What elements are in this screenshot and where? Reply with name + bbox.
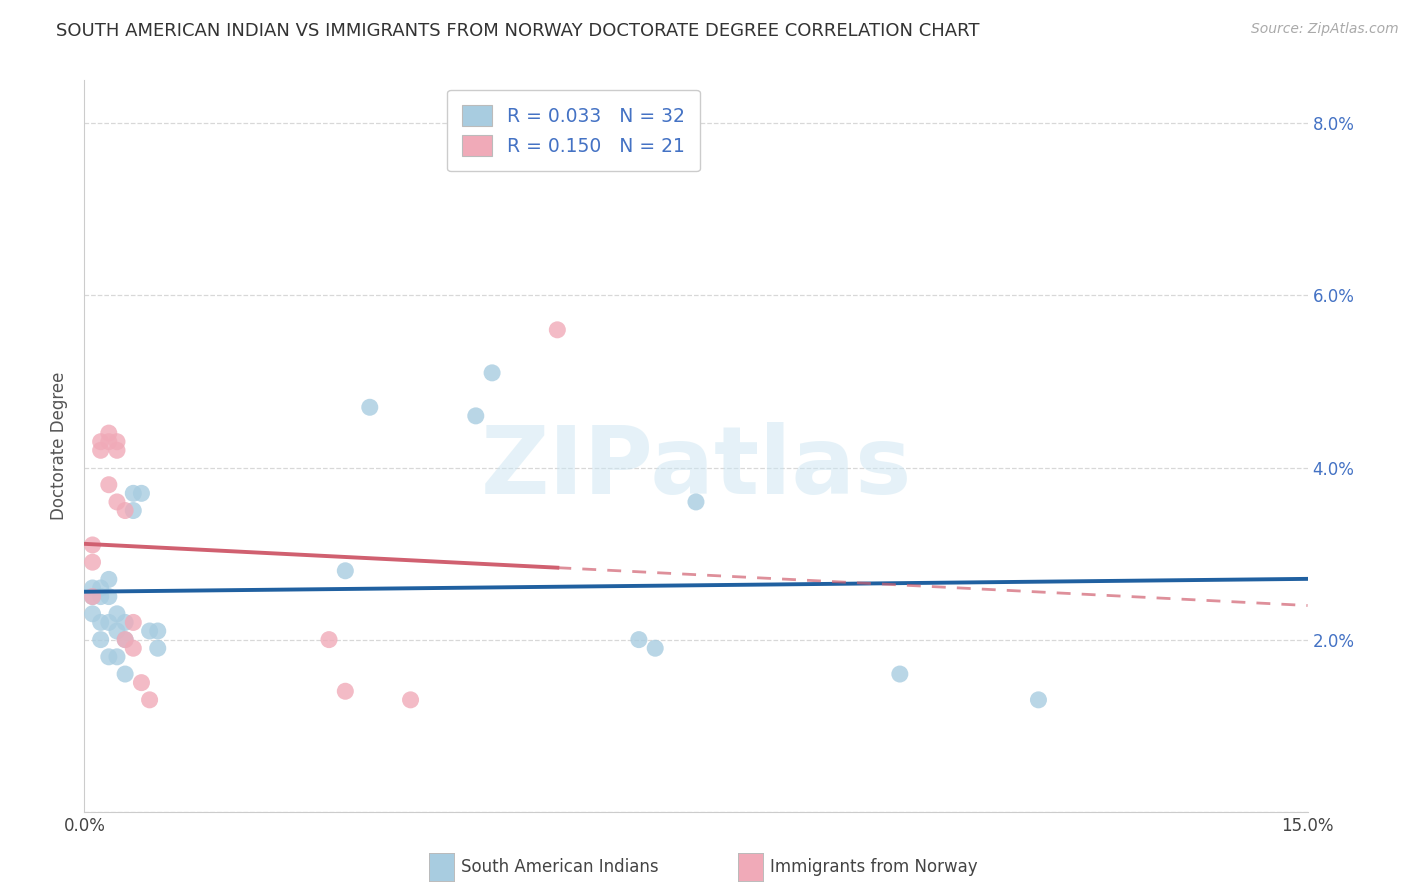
Point (105, 495, 128, 509)
Point (90, 632, 112, 647)
Point (90, 434, 112, 449)
Point (131, 675, 153, 690)
Point (82, 590, 104, 604)
Point (335, 564, 357, 578)
Point (97, 590, 120, 604)
Point (335, 684, 357, 698)
Point (114, 667, 136, 681)
Legend: R = 0.033   N = 32, R = 0.150   N = 21: R = 0.033 N = 32, R = 0.150 N = 21 (447, 90, 700, 171)
Point (82, 581, 104, 595)
Point (131, 486, 153, 500)
Point (122, 641, 145, 656)
Point (138, 693, 160, 707)
Text: Source: ZipAtlas.com: Source: ZipAtlas.com (1251, 22, 1399, 37)
Point (97, 477, 120, 491)
Point (1028, 693, 1050, 707)
Point (97, 573, 120, 587)
Text: ZIPatlas: ZIPatlas (481, 422, 911, 514)
Point (82, 607, 104, 621)
Point (97, 615, 120, 630)
Point (82, 538, 104, 552)
Point (105, 434, 128, 449)
Text: South American Indians: South American Indians (461, 858, 659, 876)
Point (97, 426, 120, 441)
Point (114, 503, 136, 517)
Point (644, 641, 666, 656)
Point (685, 495, 707, 509)
Point (105, 607, 128, 621)
Point (114, 632, 136, 647)
Point (146, 641, 169, 656)
Y-axis label: Doctorate Degree: Doctorate Degree (51, 372, 69, 520)
Point (82, 555, 104, 569)
Point (105, 649, 128, 664)
Point (82, 590, 104, 604)
Point (122, 486, 145, 500)
Point (889, 667, 911, 681)
Point (97, 434, 120, 449)
Point (90, 581, 112, 595)
Text: Immigrants from Norway: Immigrants from Norway (770, 858, 979, 876)
Point (90, 615, 112, 630)
Point (97, 649, 120, 664)
Point (481, 366, 503, 380)
Point (122, 503, 145, 517)
Point (122, 615, 145, 630)
Point (359, 401, 381, 415)
Point (399, 693, 422, 707)
Point (138, 624, 160, 638)
Point (114, 615, 136, 630)
Point (318, 632, 340, 647)
Text: SOUTH AMERICAN INDIAN VS IMMIGRANTS FROM NORWAY DOCTORATE DEGREE CORRELATION CHA: SOUTH AMERICAN INDIAN VS IMMIGRANTS FROM… (56, 22, 980, 40)
Point (546, 323, 568, 337)
Point (146, 624, 169, 638)
Point (464, 409, 486, 423)
Point (105, 443, 128, 458)
Point (90, 443, 112, 458)
Point (105, 624, 128, 638)
Point (627, 632, 650, 647)
Point (114, 632, 136, 647)
Point (90, 590, 112, 604)
